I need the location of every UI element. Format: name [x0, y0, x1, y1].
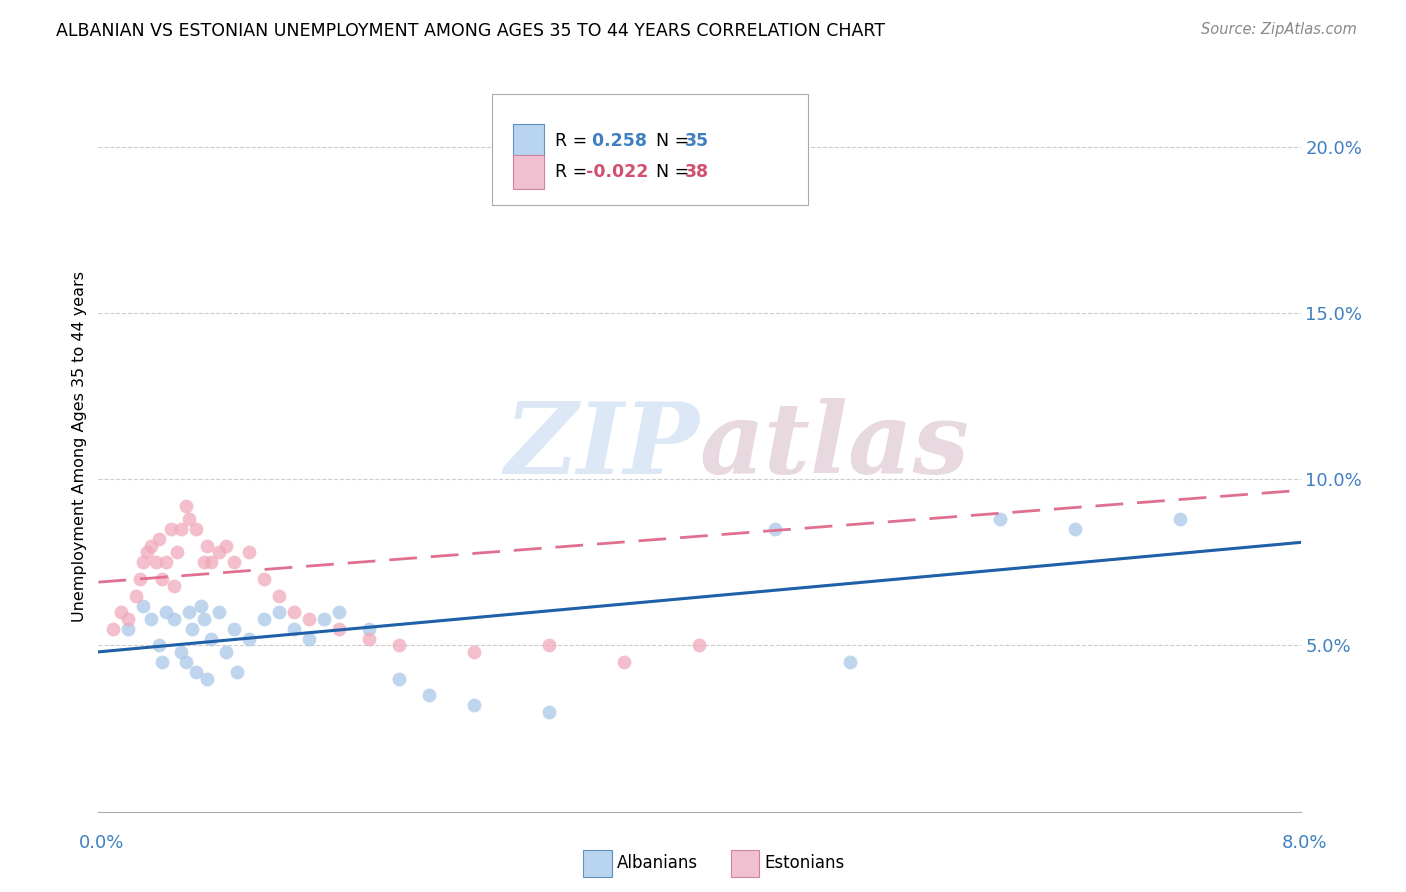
Point	[267, 589, 290, 603]
Point	[177, 512, 200, 526]
Point	[388, 639, 411, 653]
Text: N =: N =	[645, 132, 695, 150]
Text: atlas: atlas	[699, 398, 970, 494]
Text: -0.022: -0.022	[586, 163, 648, 181]
Point	[125, 589, 148, 603]
Point	[135, 545, 157, 559]
Point	[162, 579, 184, 593]
Text: 38: 38	[685, 163, 709, 181]
Point	[162, 612, 184, 626]
Point	[139, 539, 162, 553]
Point	[117, 622, 139, 636]
Point	[148, 639, 170, 653]
Text: Albanians: Albanians	[617, 855, 699, 872]
Text: 0.258: 0.258	[586, 132, 647, 150]
Point	[763, 522, 786, 536]
Text: Source: ZipAtlas.com: Source: ZipAtlas.com	[1201, 22, 1357, 37]
Text: ZIP: ZIP	[505, 398, 699, 494]
Point	[184, 665, 207, 679]
Point	[988, 512, 1011, 526]
Text: R =: R =	[555, 163, 593, 181]
Point	[328, 622, 350, 636]
Point	[132, 599, 155, 613]
Point	[538, 705, 561, 719]
Point	[238, 632, 260, 646]
Point	[357, 622, 380, 636]
Point	[298, 632, 321, 646]
Point	[180, 622, 202, 636]
Point	[357, 632, 380, 646]
Point	[190, 599, 212, 613]
Point	[155, 555, 177, 569]
Point	[1064, 522, 1087, 536]
Text: Estonians: Estonians	[765, 855, 845, 872]
Point	[200, 632, 222, 646]
Point	[195, 539, 218, 553]
Point	[159, 522, 181, 536]
Point	[184, 522, 207, 536]
Point	[613, 655, 636, 669]
Point	[463, 645, 485, 659]
Point	[253, 572, 276, 586]
Point	[174, 655, 197, 669]
Point	[838, 655, 860, 669]
Point	[166, 545, 188, 559]
Point	[225, 665, 247, 679]
Point	[145, 555, 167, 569]
Point	[193, 612, 215, 626]
Point	[150, 655, 173, 669]
Point	[195, 672, 218, 686]
Point	[132, 555, 155, 569]
Text: R =: R =	[555, 132, 593, 150]
Point	[298, 612, 321, 626]
Point	[129, 572, 152, 586]
Point	[170, 645, 193, 659]
Text: ALBANIAN VS ESTONIAN UNEMPLOYMENT AMONG AGES 35 TO 44 YEARS CORRELATION CHART: ALBANIAN VS ESTONIAN UNEMPLOYMENT AMONG …	[56, 22, 886, 40]
Point	[312, 612, 335, 626]
Point	[103, 622, 125, 636]
Point	[1170, 512, 1192, 526]
Point	[328, 605, 350, 619]
Point	[170, 522, 193, 536]
Text: 0.0%: 0.0%	[79, 834, 124, 852]
Point	[388, 672, 411, 686]
Y-axis label: Unemployment Among Ages 35 to 44 years: Unemployment Among Ages 35 to 44 years	[72, 270, 87, 622]
Point	[238, 545, 260, 559]
Point	[177, 605, 200, 619]
Point	[215, 645, 238, 659]
Point	[222, 622, 245, 636]
Point	[283, 605, 305, 619]
Point	[763, 146, 786, 161]
Point	[110, 605, 132, 619]
Point	[418, 689, 440, 703]
Point	[215, 539, 238, 553]
Point	[200, 555, 222, 569]
Point	[174, 499, 197, 513]
Point	[148, 532, 170, 546]
Text: 35: 35	[685, 132, 709, 150]
Point	[253, 612, 276, 626]
Point	[283, 622, 305, 636]
Point	[222, 555, 245, 569]
Point	[208, 605, 231, 619]
Point	[117, 612, 139, 626]
Point	[193, 555, 215, 569]
Point	[208, 545, 231, 559]
Point	[139, 612, 162, 626]
Point	[463, 698, 485, 713]
Point	[538, 639, 561, 653]
Point	[688, 639, 710, 653]
Text: N =: N =	[645, 163, 695, 181]
Point	[155, 605, 177, 619]
Point	[267, 605, 290, 619]
Text: 8.0%: 8.0%	[1282, 834, 1327, 852]
Point	[150, 572, 173, 586]
